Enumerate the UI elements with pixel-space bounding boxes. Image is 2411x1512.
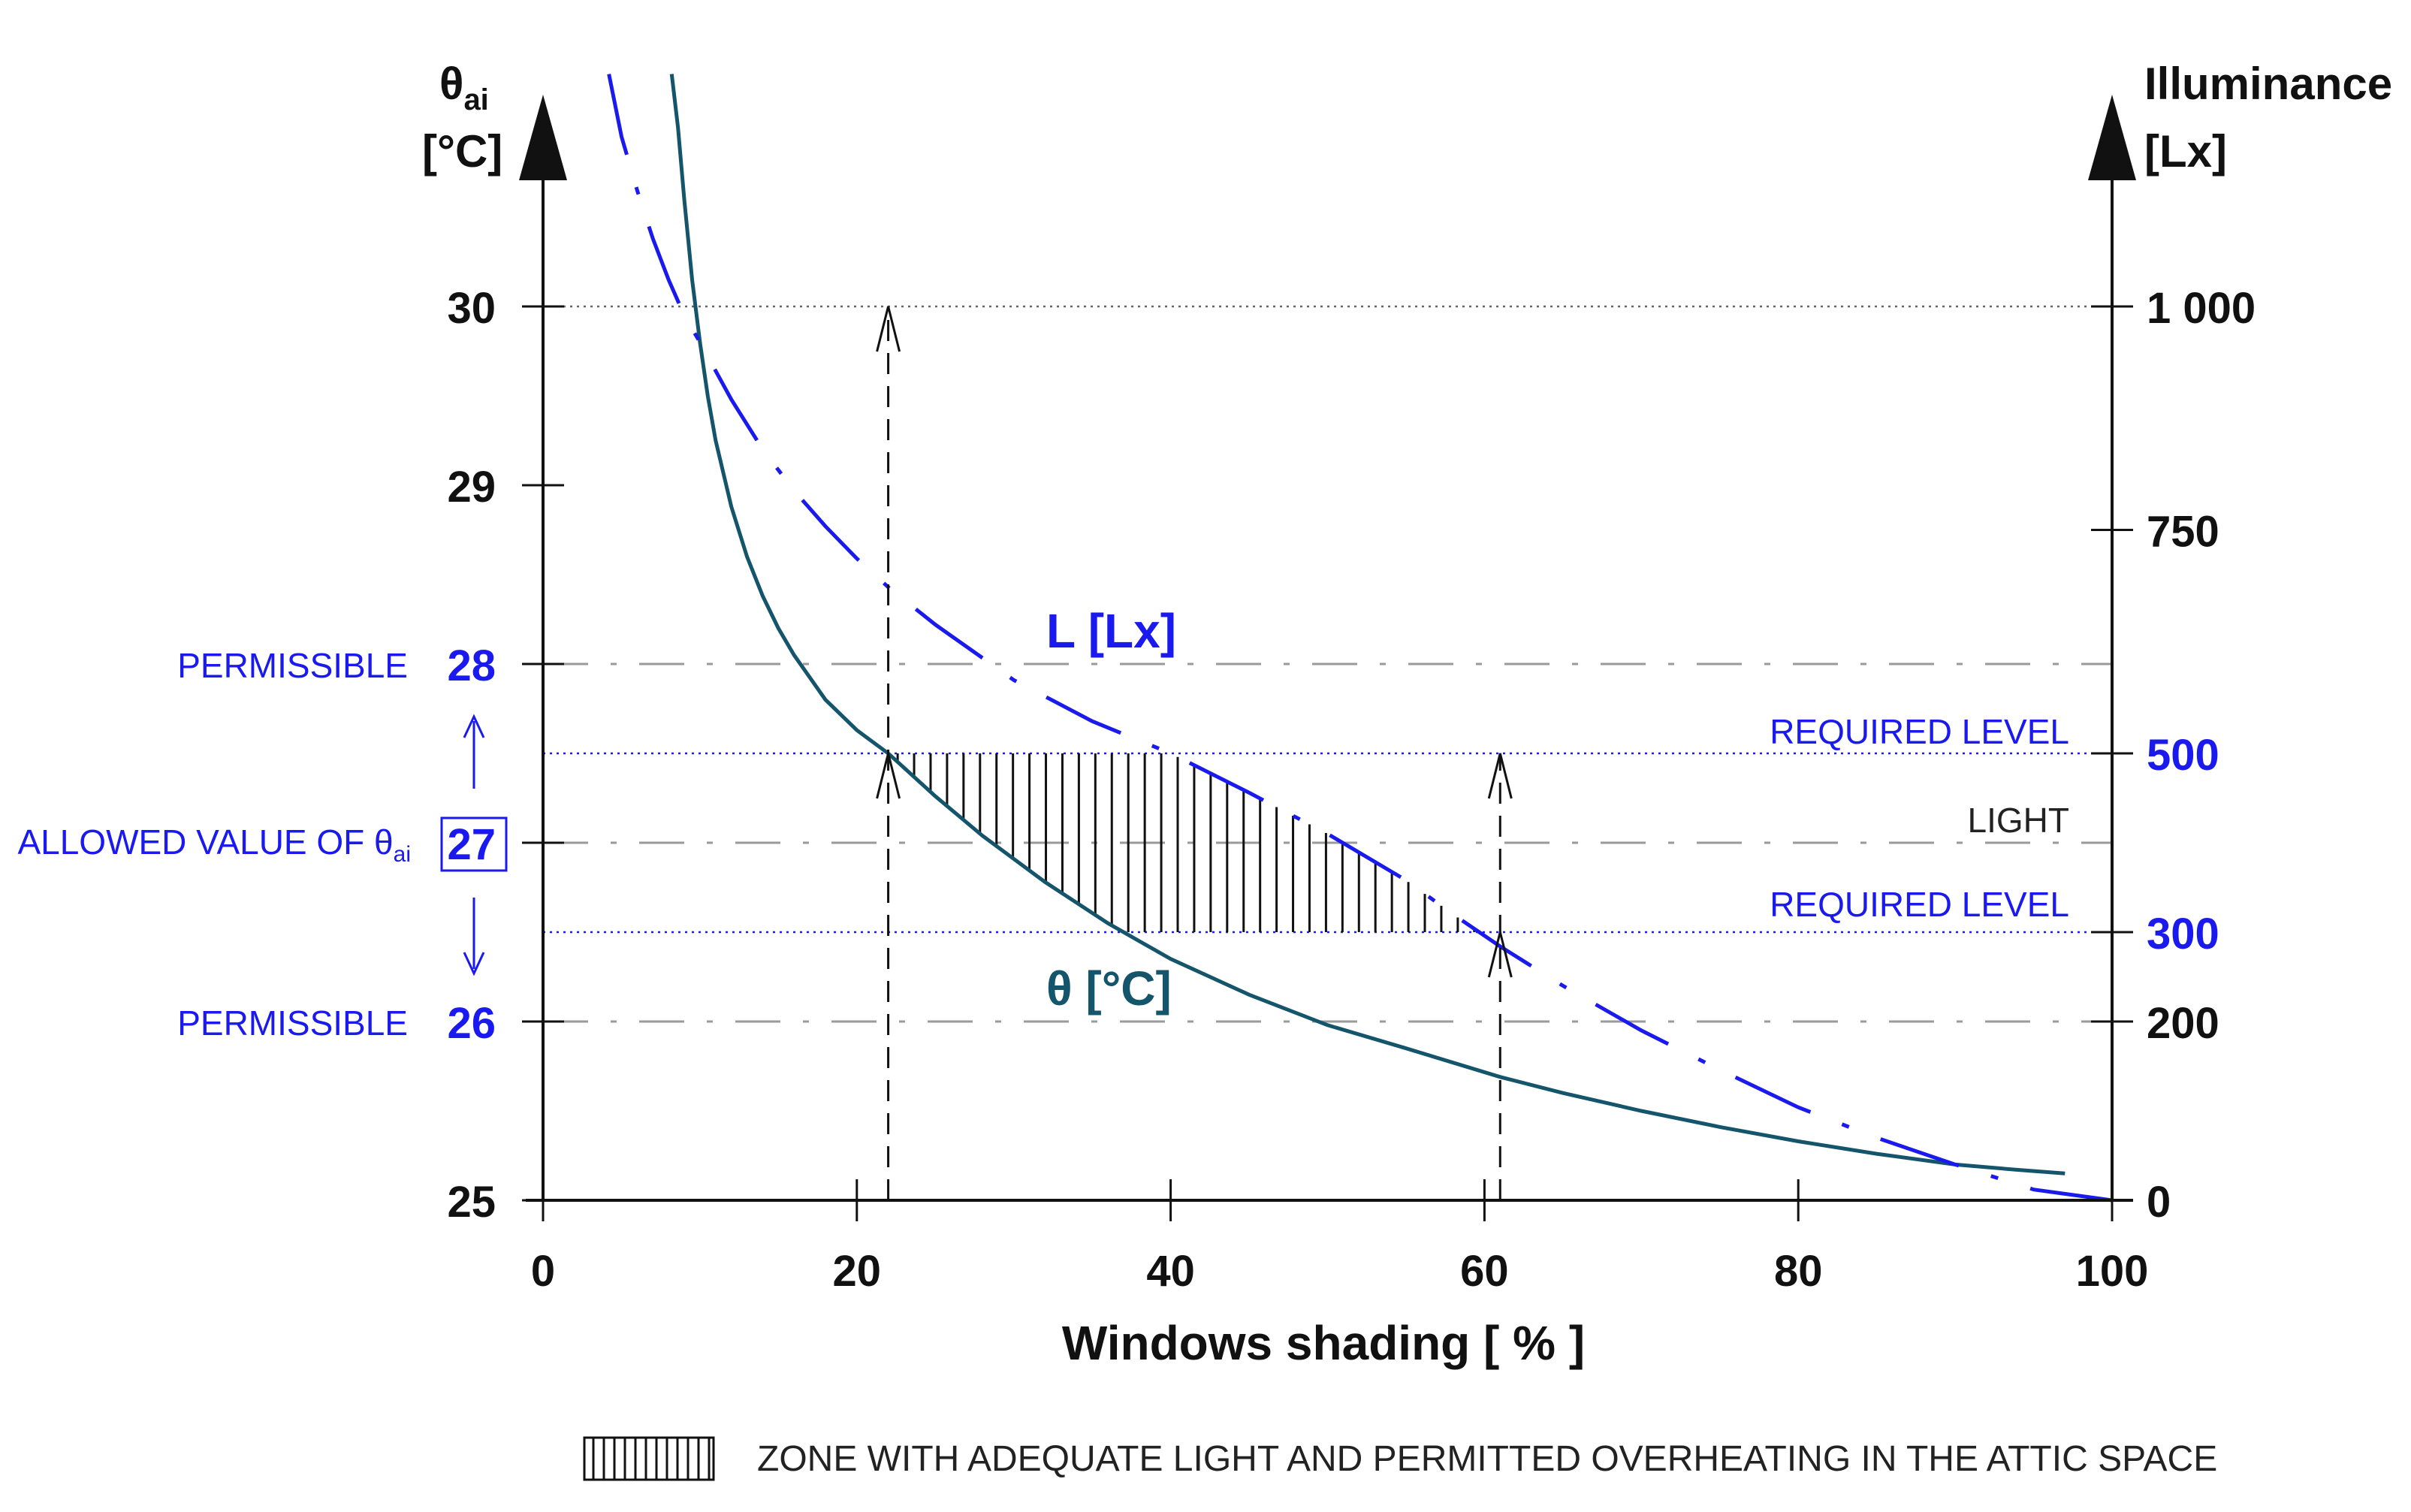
permissible-lower-label: PERMISSIBLE — [177, 1003, 408, 1043]
right-tick-label: 1 000 — [2147, 284, 2256, 333]
left-axis-arrow-icon — [519, 95, 567, 180]
left-tick-label: 27 — [447, 820, 496, 869]
left-axis-title-subscript: ai — [463, 83, 488, 116]
curves — [607, 74, 2113, 1203]
legend: ZONE WITH ADEQUATE LIGHT AND PERMITTED O… — [583, 1436, 2217, 1481]
vertical-markers — [876, 306, 1513, 1200]
required-level-lower-label: REQUIRED LEVEL — [1770, 885, 2069, 924]
right-tick-label: 500 — [2147, 731, 2219, 780]
x-tick-label: 100 — [2076, 1247, 2149, 1296]
right-tick-label: 300 — [2147, 910, 2219, 958]
theta-curve-label: θ [°C] — [1046, 961, 1172, 1016]
legend-text: ZONE WITH ADEQUATE LIGHT AND PERMITTED O… — [757, 1439, 2217, 1479]
x-tick-label: 40 — [1146, 1247, 1195, 1296]
required-level-upper-label: REQUIRED LEVEL — [1770, 712, 2069, 751]
left-tick-label: 25 — [447, 1178, 496, 1227]
permissible-upper-label: PERMISSIBLE — [177, 646, 408, 685]
legend-hatch-lines — [592, 1438, 711, 1480]
x-axis-label: Windows shading [ % ] — [1062, 1316, 1585, 1370]
left-tick-label: 26 — [447, 999, 496, 1048]
arrowhead-icon — [876, 753, 901, 799]
x-tick-label: 0 — [531, 1247, 555, 1296]
arrowhead-icon — [876, 306, 901, 352]
right-tick-label: 0 — [2147, 1178, 2171, 1227]
l-curve-label: L [Lx] — [1046, 604, 1176, 658]
allowed-value-label: ALLOWED VALUE OF θai — [17, 822, 411, 867]
allowed-value-subscript: ai — [394, 842, 411, 867]
right-tick-label: 200 — [2147, 999, 2219, 1048]
x-tick-label: 80 — [1774, 1247, 1823, 1296]
left-axis-unit: [°C] — [422, 126, 502, 177]
x-tick-label: 20 — [833, 1247, 882, 1296]
theta-curve — [669, 74, 2065, 1175]
left-tick-label: 28 — [447, 641, 496, 690]
legend-hatch-swatch — [583, 1436, 715, 1481]
arrowhead-icon — [1487, 931, 1513, 978]
right-axis-unit: [Lx] — [2144, 126, 2227, 177]
hatch-zone — [896, 753, 1476, 932]
left-tick-label: 29 — [447, 463, 496, 512]
allowed-value-box — [440, 816, 508, 872]
light-label: LIGHT — [1968, 801, 2069, 840]
left-tick-label: 30 — [447, 284, 496, 333]
illuminance-curve — [607, 74, 2113, 1203]
reference-lines — [543, 305, 2112, 1023]
x-tick-label: 60 — [1460, 1247, 1509, 1296]
right-tick-label: 750 — [2147, 508, 2219, 557]
arrowhead-icon — [1487, 753, 1513, 799]
left-axis-title: θai — [439, 59, 489, 116]
right-axis-title: Illuminance — [2144, 59, 2392, 109]
up-arrow-icon — [463, 714, 485, 738]
down-arrow-icon — [463, 952, 485, 976]
right-axis-arrow-icon — [2088, 95, 2136, 180]
